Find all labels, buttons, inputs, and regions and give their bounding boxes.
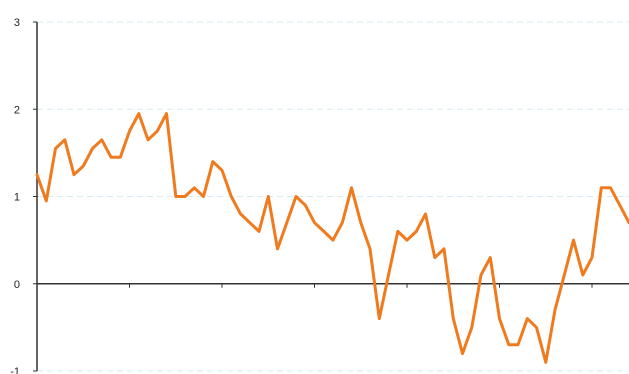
y-tick-label: 2 bbox=[14, 104, 20, 116]
y-tick-label: 0 bbox=[14, 279, 20, 291]
x-tick-marks bbox=[129, 283, 593, 288]
y-tick-label: -1 bbox=[10, 366, 20, 374]
axes bbox=[33, 21, 629, 372]
y-tick-labels: 3 2 1 0 -1 bbox=[10, 17, 20, 374]
series-line bbox=[35, 112, 629, 364]
y-tick-label: 3 bbox=[14, 17, 20, 29]
gridlines bbox=[37, 21, 629, 372]
y-tick-label: 1 bbox=[14, 192, 20, 204]
series-group bbox=[35, 112, 629, 364]
